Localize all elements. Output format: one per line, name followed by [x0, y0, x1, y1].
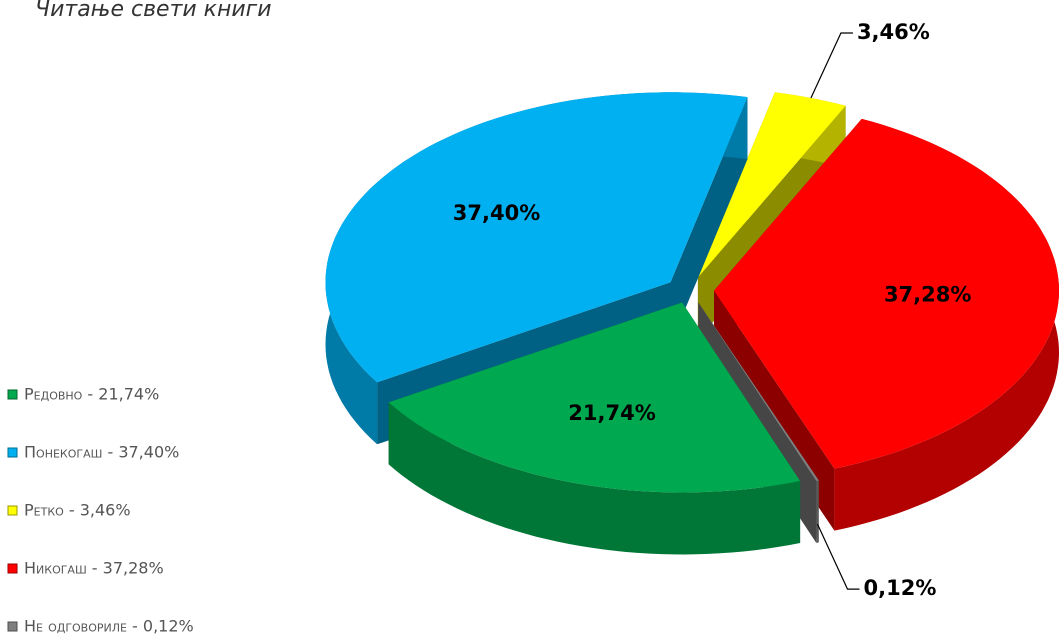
data-label: 21,74% [568, 401, 655, 425]
legend-label: Никогаш - 37,28% [24, 559, 164, 578]
legend-label: Редовно - 21,74% [24, 385, 159, 404]
data-label: 0,12% [864, 576, 937, 600]
slice [698, 302, 819, 481]
data-label: 37,28% [884, 283, 971, 307]
legend-label: Понекогаш - 37,40% [24, 443, 179, 462]
legend-swatch [7, 505, 18, 516]
legend-swatch [7, 447, 18, 458]
legend-label: Не одговориле - 0,12% [24, 617, 194, 636]
slice-wall [816, 480, 819, 543]
slice-wall [388, 402, 801, 555]
leader-line [810, 32, 853, 99]
data-label: 37,40% [453, 201, 540, 225]
legend-label: Ретко - 3,46% [24, 501, 131, 520]
slice-side [670, 97, 748, 345]
slice [388, 302, 801, 493]
leader-line [816, 523, 860, 590]
legend-swatch [7, 389, 18, 400]
data-label: 3,46% [857, 20, 930, 44]
legend-swatch [7, 621, 18, 632]
slice [325, 92, 748, 383]
pie [325, 92, 1059, 555]
slice [714, 118, 1059, 469]
slice [697, 92, 846, 278]
legend-swatch [7, 563, 18, 574]
chart-title: Читање свети книги [35, 0, 272, 22]
